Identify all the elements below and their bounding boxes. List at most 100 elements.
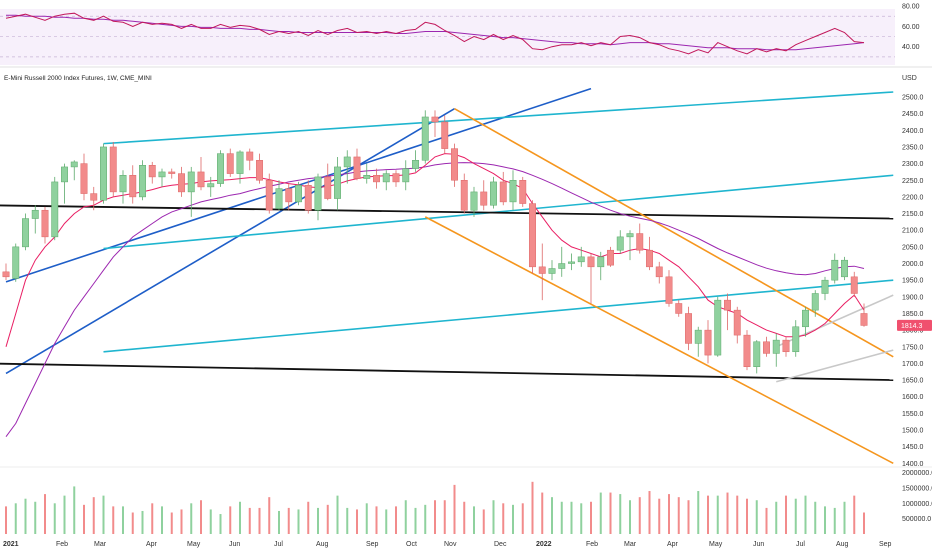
volume-bar — [804, 495, 807, 534]
candle-body — [363, 175, 371, 179]
volume-tick-label: 500000.0 — [902, 516, 931, 523]
volume-bar — [853, 495, 856, 534]
candle-body — [2, 271, 10, 278]
volume-bar — [492, 500, 495, 534]
price-tick-label: 1600.0 — [902, 394, 924, 401]
volume-axis-ticks: 500000.0 1000000.0 1500000.0 2000000.0 — [902, 470, 932, 523]
candle-body — [509, 180, 517, 203]
candle — [743, 330, 751, 371]
candle-body — [139, 165, 146, 198]
candle-body — [636, 233, 644, 251]
candle — [119, 170, 127, 204]
candle-body — [646, 249, 653, 268]
candle-body — [109, 146, 117, 193]
last-price-label: 1814.3 — [901, 323, 923, 330]
candle — [90, 186, 98, 211]
candle-body — [314, 176, 322, 211]
time-tick-label: Aug — [836, 541, 849, 548]
volume-bar — [112, 506, 115, 534]
candle-body — [168, 171, 176, 174]
candle-body — [470, 191, 478, 211]
candle-body — [187, 171, 195, 193]
volume-tick-label: 1500000.0 — [902, 485, 932, 492]
candle-body — [753, 341, 761, 368]
candle — [841, 256, 848, 281]
time-tick-label: May — [187, 541, 201, 548]
rsi-tick-label: 40.00 — [902, 44, 920, 51]
volume-bar — [307, 501, 310, 534]
trendline-orange — [424, 216, 894, 465]
price-tick-label: 2200.0 — [902, 194, 924, 201]
price-tick-label: 1850.0 — [902, 311, 924, 318]
candle-body — [100, 146, 107, 201]
rsi-band-lines — [0, 15, 895, 58]
rsi-ma-line — [6, 14, 865, 51]
candle-body — [792, 326, 800, 353]
volume-pane: 500000.0 1000000.0 1500000.0 2000000.0 — [5, 470, 932, 534]
candle — [548, 260, 556, 281]
candle — [285, 183, 293, 211]
candle — [197, 156, 205, 191]
candle-body — [460, 180, 468, 211]
time-axis-ticks: 2021 Feb Mar Apr May Jun Jul Aug Sep Oct Nov Dec 202… — [3, 541, 892, 548]
trendlines — [0, 87, 894, 465]
candle — [607, 246, 614, 267]
candle-body — [70, 161, 78, 168]
price-tick-label: 1800.0 — [902, 328, 924, 335]
candle — [61, 163, 68, 204]
volume-bar — [258, 507, 261, 534]
candle-body — [12, 246, 20, 279]
volume-bar — [521, 503, 524, 534]
candle — [792, 320, 800, 357]
candle-body — [334, 166, 341, 199]
volume-bars — [5, 481, 865, 534]
volume-bar — [619, 494, 622, 534]
candle-body — [665, 276, 673, 304]
candle-body — [499, 181, 507, 203]
volume-bar — [638, 497, 641, 534]
candle-body — [304, 184, 312, 211]
candle — [334, 156, 341, 211]
candle-body — [802, 309, 809, 328]
candle — [811, 290, 819, 317]
candle-body — [860, 313, 868, 326]
candle-body — [763, 341, 770, 354]
volume-bar — [502, 503, 505, 534]
time-tick-label: Nov — [444, 541, 457, 548]
volume-bar — [833, 507, 836, 534]
candle — [187, 166, 195, 217]
candle-body — [421, 116, 429, 161]
volume-bar — [794, 498, 797, 534]
candle-body — [31, 209, 39, 219]
time-tick-label: Oct — [406, 541, 417, 548]
candle-body — [772, 339, 780, 354]
volume-bar — [648, 491, 651, 534]
candle-body — [343, 156, 351, 168]
volume-bar — [365, 503, 368, 534]
volume-bar — [707, 495, 709, 534]
volume-bar — [34, 501, 37, 534]
candle — [714, 296, 722, 357]
volume-bar — [63, 495, 66, 534]
volume-bar — [14, 503, 17, 534]
volume-bar — [541, 492, 544, 534]
price-tick-label: 2400.0 — [902, 128, 924, 135]
volume-bar — [551, 497, 553, 534]
candle — [441, 115, 449, 154]
time-tick-label: Apr — [667, 541, 679, 548]
candle — [772, 333, 780, 367]
volume-bar — [814, 501, 817, 534]
candle — [353, 148, 361, 181]
volume-bar — [326, 504, 329, 534]
volume-bar — [5, 506, 7, 534]
rsi-band — [0, 9, 895, 65]
rsi-tick-label: 60.00 — [902, 24, 920, 31]
candle — [675, 300, 683, 317]
candle-body — [675, 303, 683, 314]
candle-body — [178, 173, 185, 193]
price-tick-label: 1650.0 — [902, 378, 924, 385]
candle — [31, 205, 39, 234]
candle — [538, 243, 546, 301]
volume-bar — [609, 492, 612, 534]
